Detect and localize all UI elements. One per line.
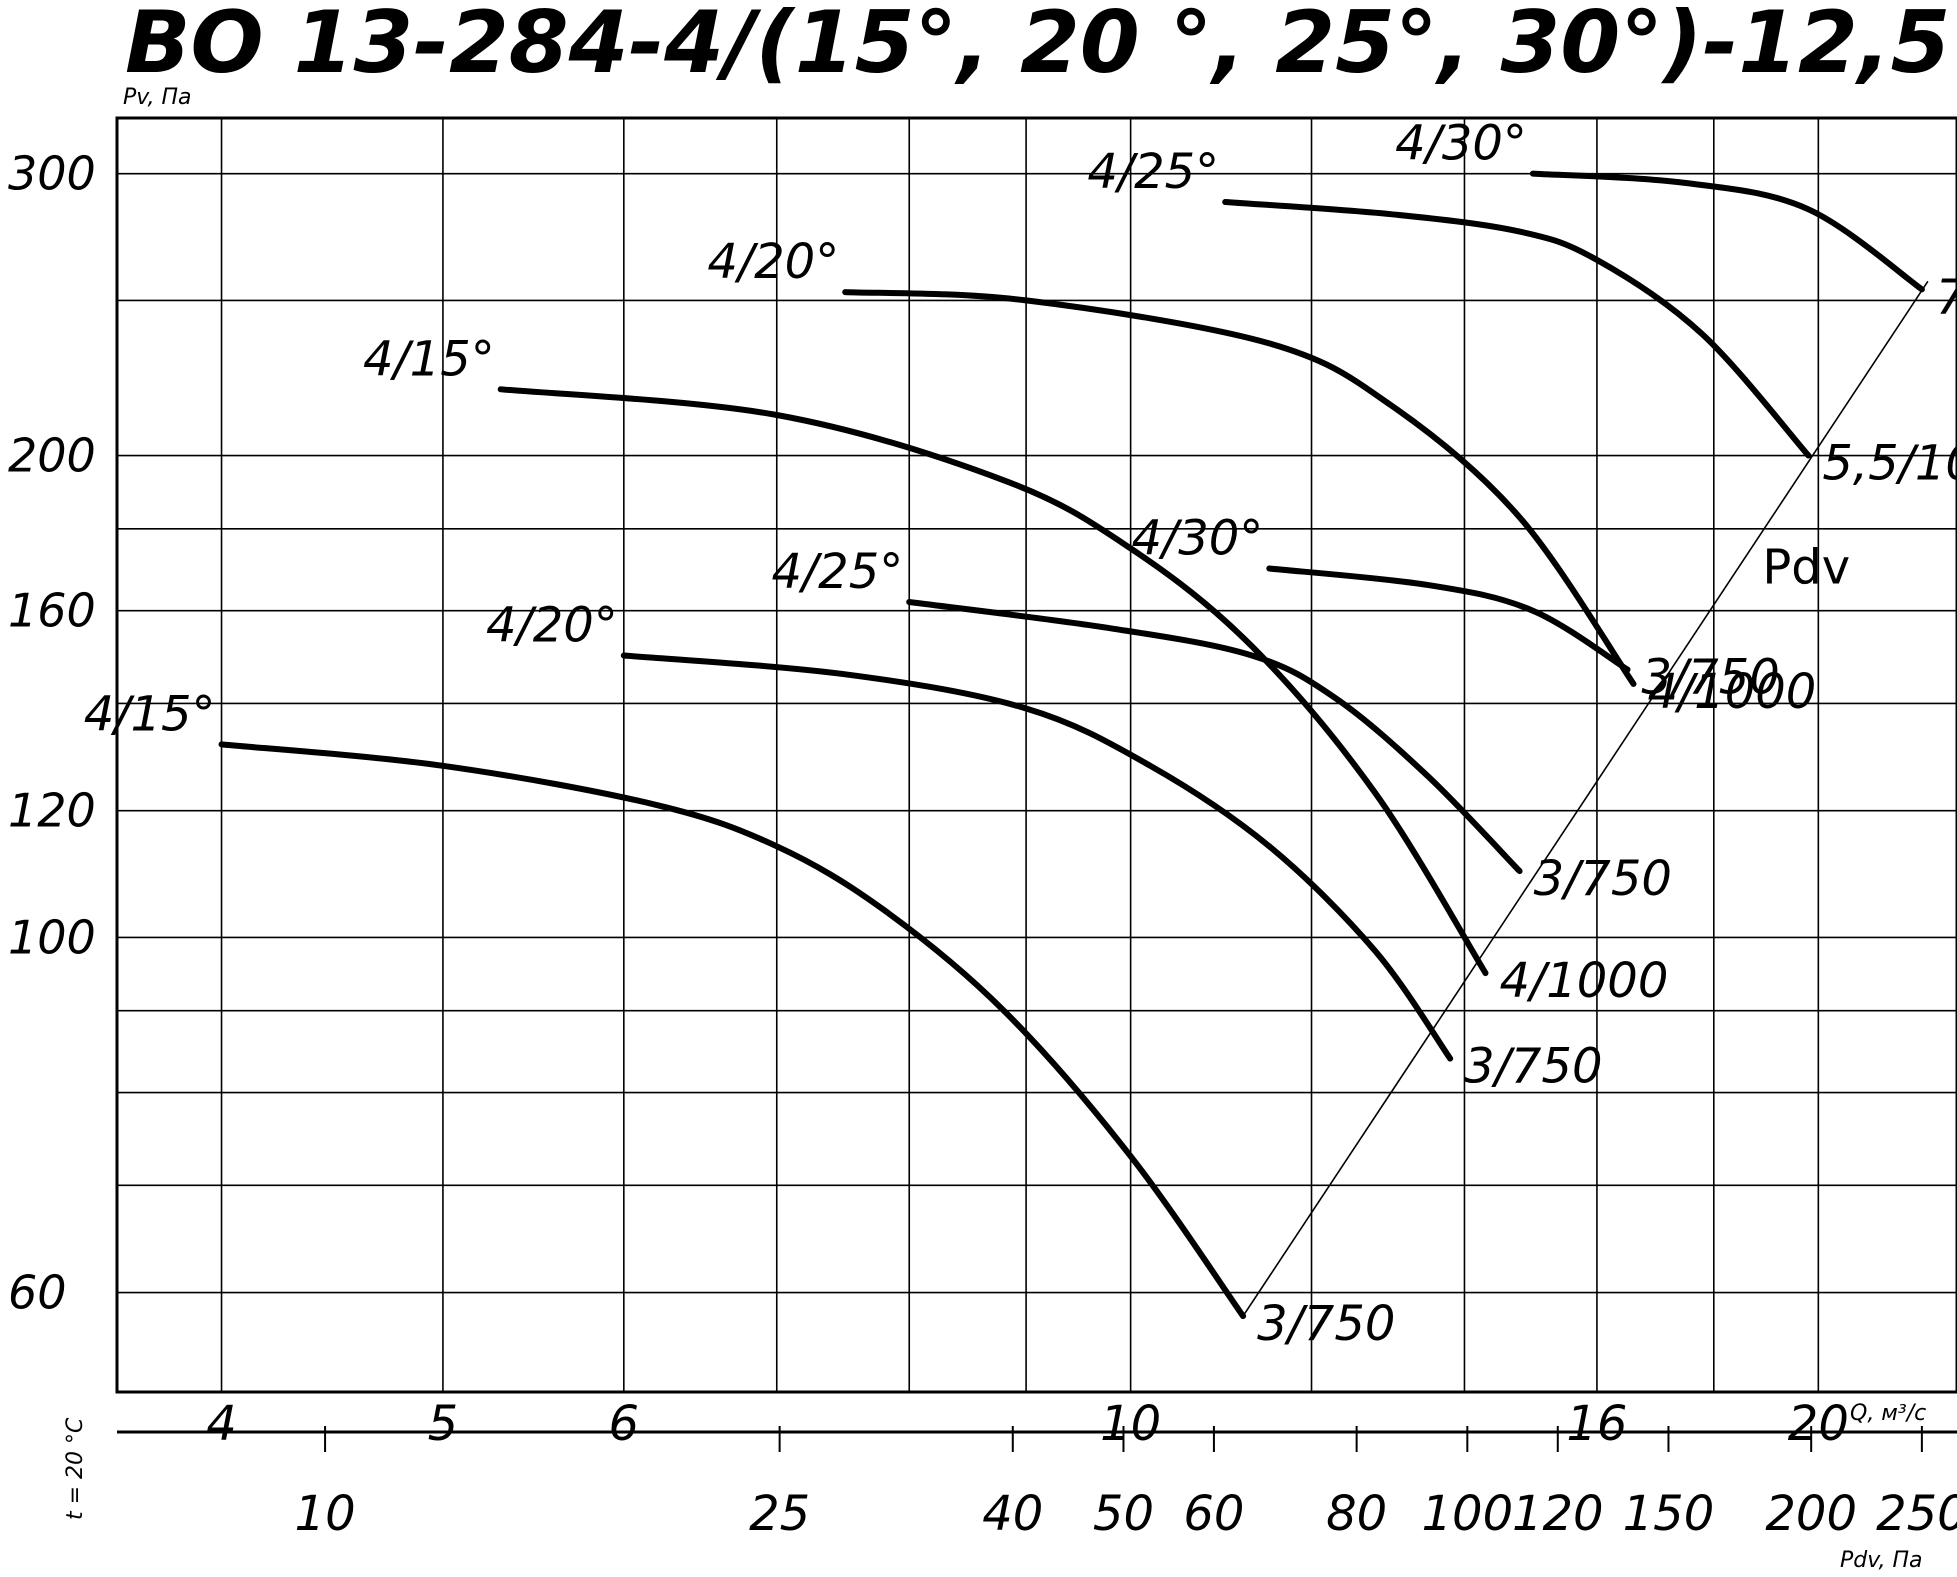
y-tick-label: 200 <box>8 429 96 483</box>
curve-end-label: 3/750 <box>1641 650 1779 706</box>
y-tick-labels: 60 100 120 160 200 300 <box>8 147 96 1320</box>
x-tick-label: 20 <box>1788 1396 1849 1452</box>
curve-end-label: 4/1000 <box>1499 953 1668 1009</box>
curve-end-label: 7,5/1000 <box>1936 269 1957 325</box>
pdv-line-label: Pdv <box>1762 540 1850 596</box>
plot-frame <box>115 116 1957 1394</box>
pdv-axis-label: Pdv, Па <box>1840 1548 1922 1573</box>
pdv-tick-label: 120 <box>1512 1486 1604 1542</box>
pdv-tick-label: 25 <box>749 1486 810 1542</box>
grid-lines <box>117 118 1957 1392</box>
fan-curve <box>218 741 1247 1320</box>
pdv-line <box>1242 280 1929 1317</box>
curve-name-label: 4/25° <box>771 544 903 600</box>
curve-end-label: 4/1000 <box>1647 664 1816 720</box>
curve-name-label: 4/20° <box>486 598 618 654</box>
x-tick-label: 4 <box>206 1396 237 1452</box>
pdv-tick-label: 80 <box>1326 1486 1387 1542</box>
curve-end-label: 3/750 <box>1257 1296 1395 1352</box>
curve-labels: 4/15° 3/750 4/20° 3/750 4/25° 3/750 4/30° 3/750… <box>84 116 1957 1352</box>
curve-name-label: 4/30° <box>1395 116 1527 172</box>
y-tick-label: 160 <box>8 584 96 638</box>
fan-curve <box>842 289 1637 687</box>
x-axis-label: Q, м³/с <box>1850 1401 1926 1426</box>
x-tick-label: 5 <box>428 1396 459 1452</box>
fan-curve <box>1529 170 1925 293</box>
chart-title: ВО 13-284-4/(15°, 20 °, 25°, 30°)-12,5 <box>125 0 1950 93</box>
y-tick-label: 120 <box>8 784 96 838</box>
pdv-tick-label: 200 <box>1765 1486 1857 1542</box>
pdv-tick-label: 40 <box>982 1486 1043 1542</box>
pdv-tick-label: 50 <box>1093 1486 1154 1542</box>
curve-name-label: 4/20° <box>707 234 839 290</box>
fan-curves <box>218 170 1925 1320</box>
x-tick-label: 16 <box>1566 1396 1627 1452</box>
pdv-tick-label: 60 <box>1183 1486 1244 1542</box>
curve-name-label: 4/25° <box>1087 144 1219 200</box>
fan-curve <box>906 599 1523 875</box>
temperature-label: t = 20 °C <box>63 1417 88 1520</box>
curve-name-label: 4/15° <box>363 331 495 387</box>
curve-name-label: 4/15° <box>84 686 216 742</box>
y-tick-label: 100 <box>8 910 96 964</box>
fan-curve <box>1222 199 1812 459</box>
x-tick-labels: 4 5 6 10 16 20 <box>206 1396 1849 1452</box>
curve-end-label: 3/750 <box>1534 851 1672 907</box>
curve-end-label: 5,5/1000 <box>1822 436 1957 492</box>
curve-name-label: 4/30° <box>1131 511 1263 567</box>
curve-end-label: 3/750 <box>1464 1039 1602 1095</box>
y-tick-label: 300 <box>8 147 96 201</box>
x-tick-label: 10 <box>1100 1396 1161 1452</box>
y-tick-label: 60 <box>8 1266 67 1320</box>
y-axis-label: Pv, Па <box>123 85 192 110</box>
pdv-tick-label: 10 <box>295 1486 356 1542</box>
fan-curve <box>497 386 1489 977</box>
fan-curve <box>620 652 1454 1062</box>
pdv-tick-label: 150 <box>1623 1486 1715 1542</box>
pdv-tick-label: 250 <box>1876 1486 1957 1542</box>
pdv-reference-line <box>1242 280 1929 1317</box>
fan-curve <box>1266 565 1631 673</box>
pdv-tick-label: 100 <box>1422 1486 1514 1542</box>
x-tick-label: 6 <box>609 1396 640 1452</box>
